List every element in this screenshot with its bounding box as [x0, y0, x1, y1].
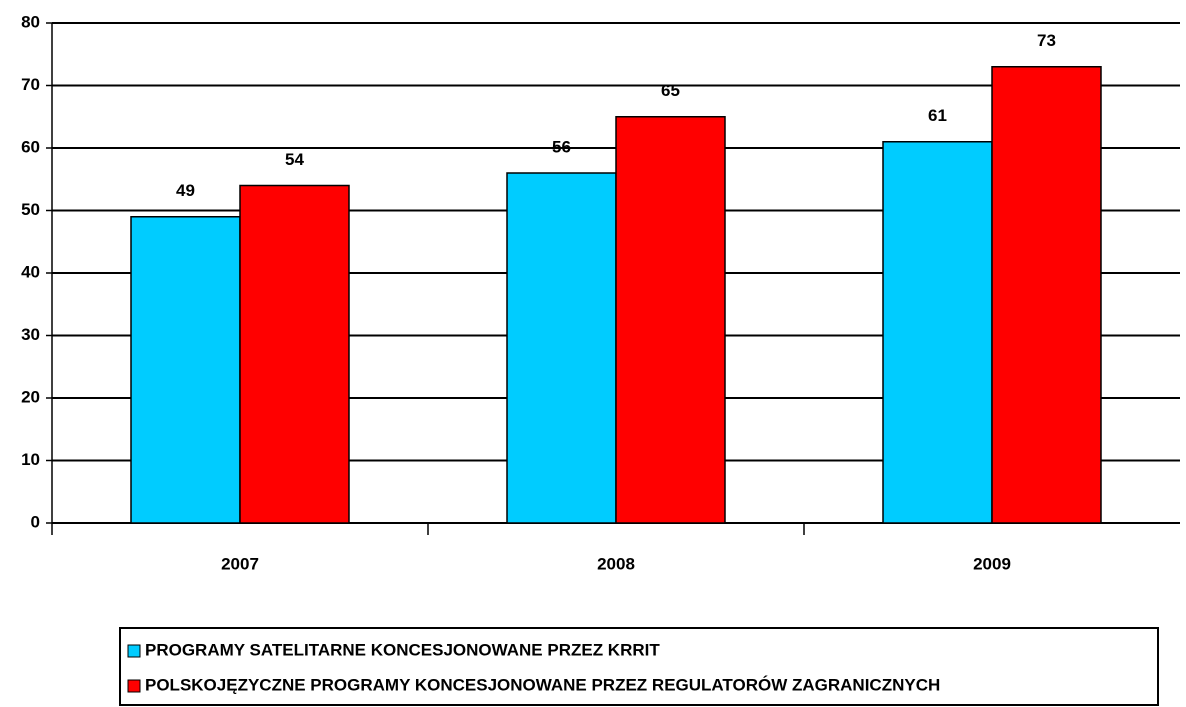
y-tick-label: 80 [21, 12, 40, 31]
legend-swatch [127, 679, 141, 693]
x-tick-label: 2008 [597, 554, 635, 573]
legend-label: POLSKOJĘZYCZNE PROGRAMY KONCESJONOWANE P… [145, 675, 940, 694]
data-label: 56 [552, 137, 571, 156]
legend-box [119, 627, 1159, 706]
bar [130, 216, 241, 524]
y-tick-label: 20 [21, 387, 40, 406]
x-tick-label: 2007 [221, 554, 259, 573]
y-tick-label: 0 [31, 512, 40, 531]
x-tick-label: 2009 [973, 554, 1011, 573]
bar [882, 141, 993, 524]
y-tick-label: 60 [21, 137, 40, 156]
data-label: 73 [1037, 31, 1056, 50]
y-tick-label: 40 [21, 262, 40, 281]
y-tick-label: 30 [21, 325, 40, 344]
data-label: 61 [928, 106, 947, 125]
legend-label: PROGRAMY SATELITARNE KONCESJONOWANE PRZE… [145, 640, 660, 659]
bar [615, 116, 726, 524]
data-label: 65 [661, 81, 680, 100]
bar [991, 66, 1102, 524]
y-tick-label: 50 [21, 200, 40, 219]
data-label: 49 [176, 181, 195, 200]
bar [506, 172, 617, 524]
y-tick-label: 70 [21, 75, 40, 94]
bar [239, 184, 350, 524]
y-tick-label: 10 [21, 450, 40, 469]
legend-swatch [127, 644, 141, 658]
data-label: 54 [285, 150, 304, 169]
